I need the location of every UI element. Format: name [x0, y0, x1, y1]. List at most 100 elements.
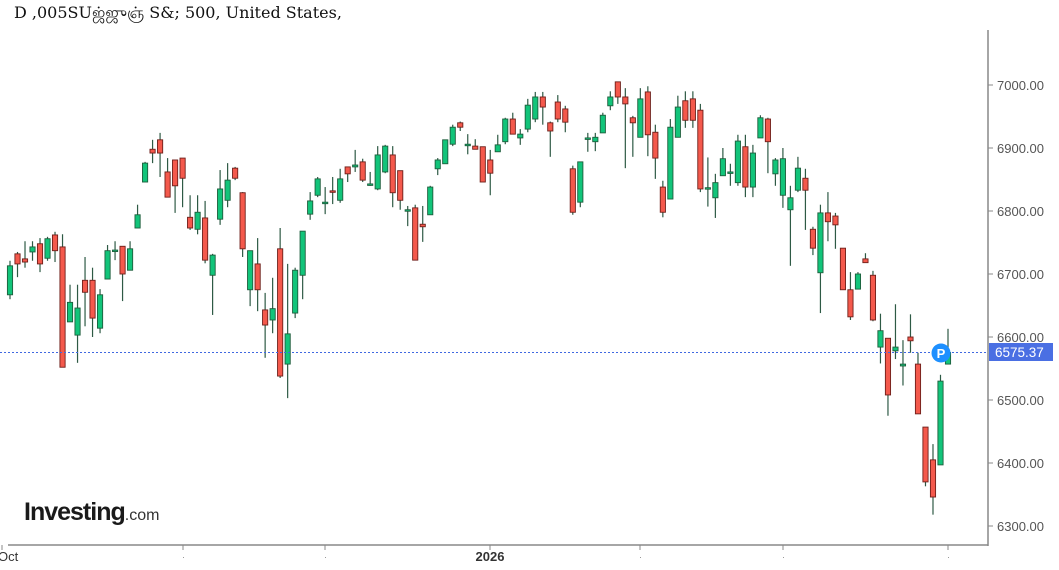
candle[interactable]: [554, 95, 561, 123]
candle[interactable]: [254, 238, 261, 312]
candle[interactable]: [442, 139, 449, 165]
candle[interactable]: [6, 260, 14, 300]
candle[interactable]: [569, 165, 576, 215]
candle[interactable]: [697, 103, 704, 193]
candle[interactable]: [817, 204, 824, 314]
candle[interactable]: [157, 132, 164, 177]
candle[interactable]: [629, 115, 636, 157]
candle[interactable]: [269, 277, 276, 334]
candle[interactable]: [862, 253, 869, 264]
candle[interactable]: [134, 204, 141, 229]
candle[interactable]: [824, 192, 831, 242]
candle[interactable]: [337, 168, 344, 203]
candle[interactable]: [847, 272, 854, 320]
candle[interactable]: [937, 374, 944, 466]
candle[interactable]: [322, 187, 329, 215]
candle[interactable]: [674, 95, 681, 138]
candle[interactable]: [667, 119, 674, 200]
candle[interactable]: [929, 444, 937, 515]
candle[interactable]: [839, 247, 846, 291]
candle[interactable]: [179, 157, 186, 208]
candle[interactable]: [779, 148, 786, 208]
candle[interactable]: [277, 228, 284, 378]
candle[interactable]: [127, 241, 134, 271]
candle[interactable]: [367, 171, 374, 186]
candle[interactable]: [734, 134, 741, 186]
candle[interactable]: [682, 91, 689, 128]
candle[interactable]: [757, 115, 764, 139]
candle[interactable]: [877, 313, 884, 364]
candle[interactable]: [652, 124, 659, 179]
candle[interactable]: [479, 146, 486, 183]
candle[interactable]: [787, 185, 794, 266]
candle[interactable]: [382, 144, 389, 174]
candle[interactable]: [517, 129, 524, 145]
candle[interactable]: [832, 212, 839, 249]
candle[interactable]: [164, 158, 171, 198]
candle[interactable]: [712, 173, 719, 218]
candle[interactable]: [314, 176, 321, 198]
candle[interactable]: [704, 157, 711, 207]
candle[interactable]: [434, 158, 441, 176]
candle[interactable]: [802, 168, 809, 230]
candle[interactable]: [644, 86, 651, 157]
candle[interactable]: [562, 105, 569, 133]
candle[interactable]: [59, 234, 66, 368]
candle[interactable]: [374, 146, 381, 191]
candle[interactable]: [794, 156, 801, 193]
candle[interactable]: [539, 91, 546, 125]
candle[interactable]: [502, 117, 509, 145]
candle[interactable]: [209, 253, 216, 315]
candle[interactable]: [397, 170, 404, 210]
candle[interactable]: [532, 91, 539, 123]
candle[interactable]: [607, 91, 614, 111]
candle[interactable]: [749, 144, 756, 198]
candle[interactable]: [284, 263, 291, 399]
candle[interactable]: [344, 166, 351, 183]
candle[interactable]: [869, 270, 877, 322]
candle[interactable]: [764, 117, 771, 174]
candle[interactable]: [809, 226, 816, 256]
candle[interactable]: [412, 204, 419, 261]
candle[interactable]: [329, 176, 336, 205]
candle[interactable]: [81, 256, 89, 327]
candle[interactable]: [742, 134, 749, 198]
candle[interactable]: [614, 81, 621, 104]
candle[interactable]: [907, 314, 914, 353]
candle[interactable]: [922, 426, 929, 487]
candle[interactable]: [217, 170, 224, 225]
candle[interactable]: [524, 98, 531, 133]
candle[interactable]: [187, 195, 194, 230]
candle[interactable]: [112, 241, 119, 261]
candle[interactable]: [892, 304, 899, 360]
candle[interactable]: [592, 132, 599, 152]
candle[interactable]: [44, 236, 51, 261]
candle[interactable]: [359, 158, 366, 183]
candle[interactable]: [472, 139, 479, 150]
candle[interactable]: [419, 205, 426, 242]
candle[interactable]: [36, 238, 44, 273]
candle[interactable]: [577, 161, 584, 208]
candle[interactable]: [292, 267, 299, 319]
candle[interactable]: [389, 146, 396, 208]
candle[interactable]: [239, 192, 246, 257]
position-marker[interactable]: P: [931, 343, 951, 363]
candle[interactable]: [202, 200, 209, 264]
candle[interactable]: [119, 245, 126, 302]
candle[interactable]: [172, 159, 179, 213]
candle[interactable]: [854, 272, 862, 290]
candle[interactable]: [689, 91, 696, 128]
candle[interactable]: [727, 163, 734, 186]
candle[interactable]: [404, 205, 411, 227]
candle[interactable]: [584, 132, 591, 152]
candle[interactable]: [51, 231, 59, 263]
candle[interactable]: [104, 245, 111, 280]
candle[interactable]: [457, 121, 464, 131]
candle[interactable]: [884, 337, 892, 416]
candle[interactable]: [89, 267, 96, 337]
candle[interactable]: [247, 250, 254, 307]
candle[interactable]: [299, 230, 306, 300]
candle[interactable]: [307, 192, 314, 220]
candle[interactable]: [547, 121, 554, 157]
candle[interactable]: [914, 352, 922, 415]
